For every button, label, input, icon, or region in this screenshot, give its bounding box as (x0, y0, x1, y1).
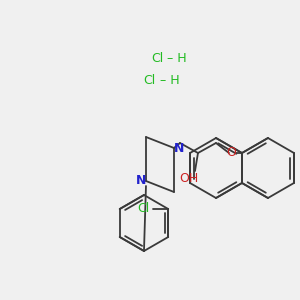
Text: – H: – H (163, 52, 187, 64)
Text: N: N (174, 142, 184, 154)
Text: O: O (226, 146, 236, 160)
Text: N: N (136, 175, 146, 188)
Text: Cl: Cl (151, 52, 163, 64)
Text: Cl: Cl (144, 74, 156, 86)
Text: Cl: Cl (137, 202, 149, 215)
Text: OH: OH (179, 172, 199, 185)
Text: – H: – H (156, 74, 180, 86)
